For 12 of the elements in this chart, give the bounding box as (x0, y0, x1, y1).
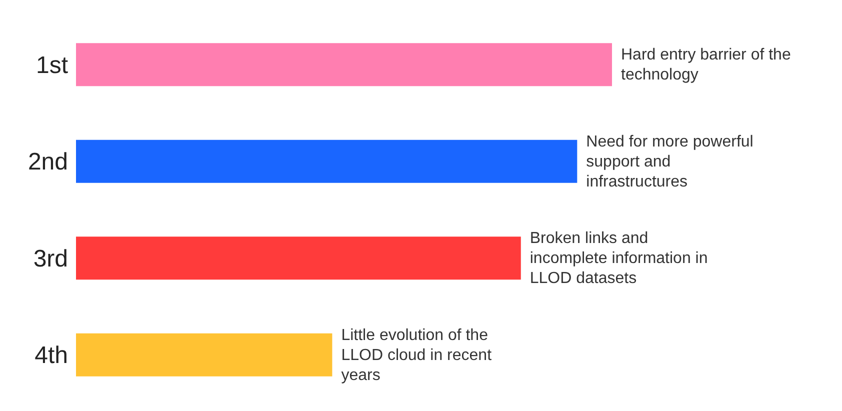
annotation: Need for more powerful support and infrastructures (586, 133, 754, 190)
y-tick-label: 1st (36, 52, 68, 79)
bar (76, 333, 332, 376)
annotation: Little evolution of the LLOD cloud in recent years (341, 326, 492, 384)
annotation: Broken links and incomplete information in LLOD datasets (530, 230, 708, 288)
bar (76, 140, 578, 183)
bar (76, 43, 612, 86)
y-tick-label: 2nd (28, 148, 68, 176)
y-tick-label: 4th (34, 342, 68, 370)
bar (76, 236, 521, 280)
annotation: Hard entry barrier of the technology (621, 46, 791, 84)
y-tick-label: 3rd (33, 245, 68, 272)
